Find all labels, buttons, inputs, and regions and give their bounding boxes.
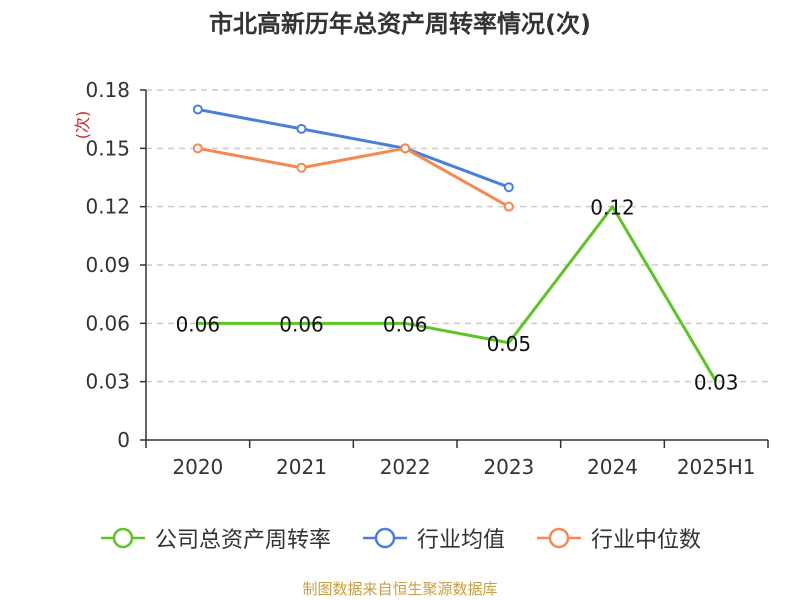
series-line-2: [197, 146, 510, 208]
y-axis-label: (次): [73, 111, 92, 140]
legend-swatch-marker: [548, 527, 570, 549]
y-tick-label: 0: [117, 428, 130, 452]
data-label: 0.05: [487, 332, 532, 356]
y-tick-label: 0.18: [85, 78, 130, 102]
x-tick-label: 2023: [483, 455, 534, 479]
legend-label: 公司总资产周转率: [154, 528, 331, 553]
y-tick-label: 0.06: [85, 311, 130, 335]
data-label: 0.06: [279, 312, 324, 336]
y-tick-label: 0.12: [85, 195, 130, 219]
data-label: 0.06: [383, 312, 428, 336]
data-label: 0.12: [590, 196, 635, 220]
legend-label: 行业均值: [416, 528, 505, 553]
y-tick-label: 0.15: [85, 136, 130, 160]
data-label: 0.06: [176, 312, 221, 336]
series: [192, 104, 718, 383]
legend-item[interactable]: 行业中位数: [535, 522, 701, 554]
series-point-2: [503, 201, 514, 212]
legend-swatch-marker: [112, 527, 134, 549]
x-tick-label: 2021: [276, 455, 327, 479]
series-point-2: [192, 143, 203, 154]
legend-swatch-marker: [374, 527, 396, 549]
source-note: 制图数据来自恒生聚源数据库: [302, 580, 498, 598]
series-point-1: [296, 123, 307, 134]
series-line-0: [197, 205, 718, 383]
series-point-1: [192, 104, 203, 115]
data-labels: 0.06 0.06 0.06 0.05 0.12 0.03: [176, 196, 739, 395]
axes: 0 0.03 0.06 0.09 0.12 0.15 0.18 2020 2021 2022 202…: [85, 78, 769, 479]
y-tick-label: 0.09: [85, 253, 130, 277]
y-tick-label: 0.03: [85, 370, 130, 394]
series-point-1: [503, 182, 514, 193]
x-tick-label: 2025H1: [677, 455, 756, 479]
x-tick-label: 2024: [587, 455, 638, 479]
series-point-2: [400, 143, 411, 154]
x-tick-label: 2022: [380, 455, 431, 479]
legend-swatch: [362, 527, 407, 549]
legend-swatch: [100, 527, 145, 549]
legend: 公司总资产周转率 行业均值 行业中位数: [0, 518, 800, 558]
legend-swatch: [537, 527, 581, 549]
series-line-1: [197, 107, 510, 189]
gridlines: [146, 89, 768, 383]
series-point-2: [296, 162, 307, 173]
data-label: 0.03: [694, 371, 739, 395]
legend-label: 行业中位数: [591, 528, 702, 553]
chart-title: 市北高新历年总资产周转率情况(次): [209, 10, 591, 38]
x-tick-label: 2020: [172, 455, 223, 479]
legend-item[interactable]: 行业均值: [361, 522, 505, 554]
legend-item[interactable]: 公司总资产周转率: [99, 522, 331, 554]
